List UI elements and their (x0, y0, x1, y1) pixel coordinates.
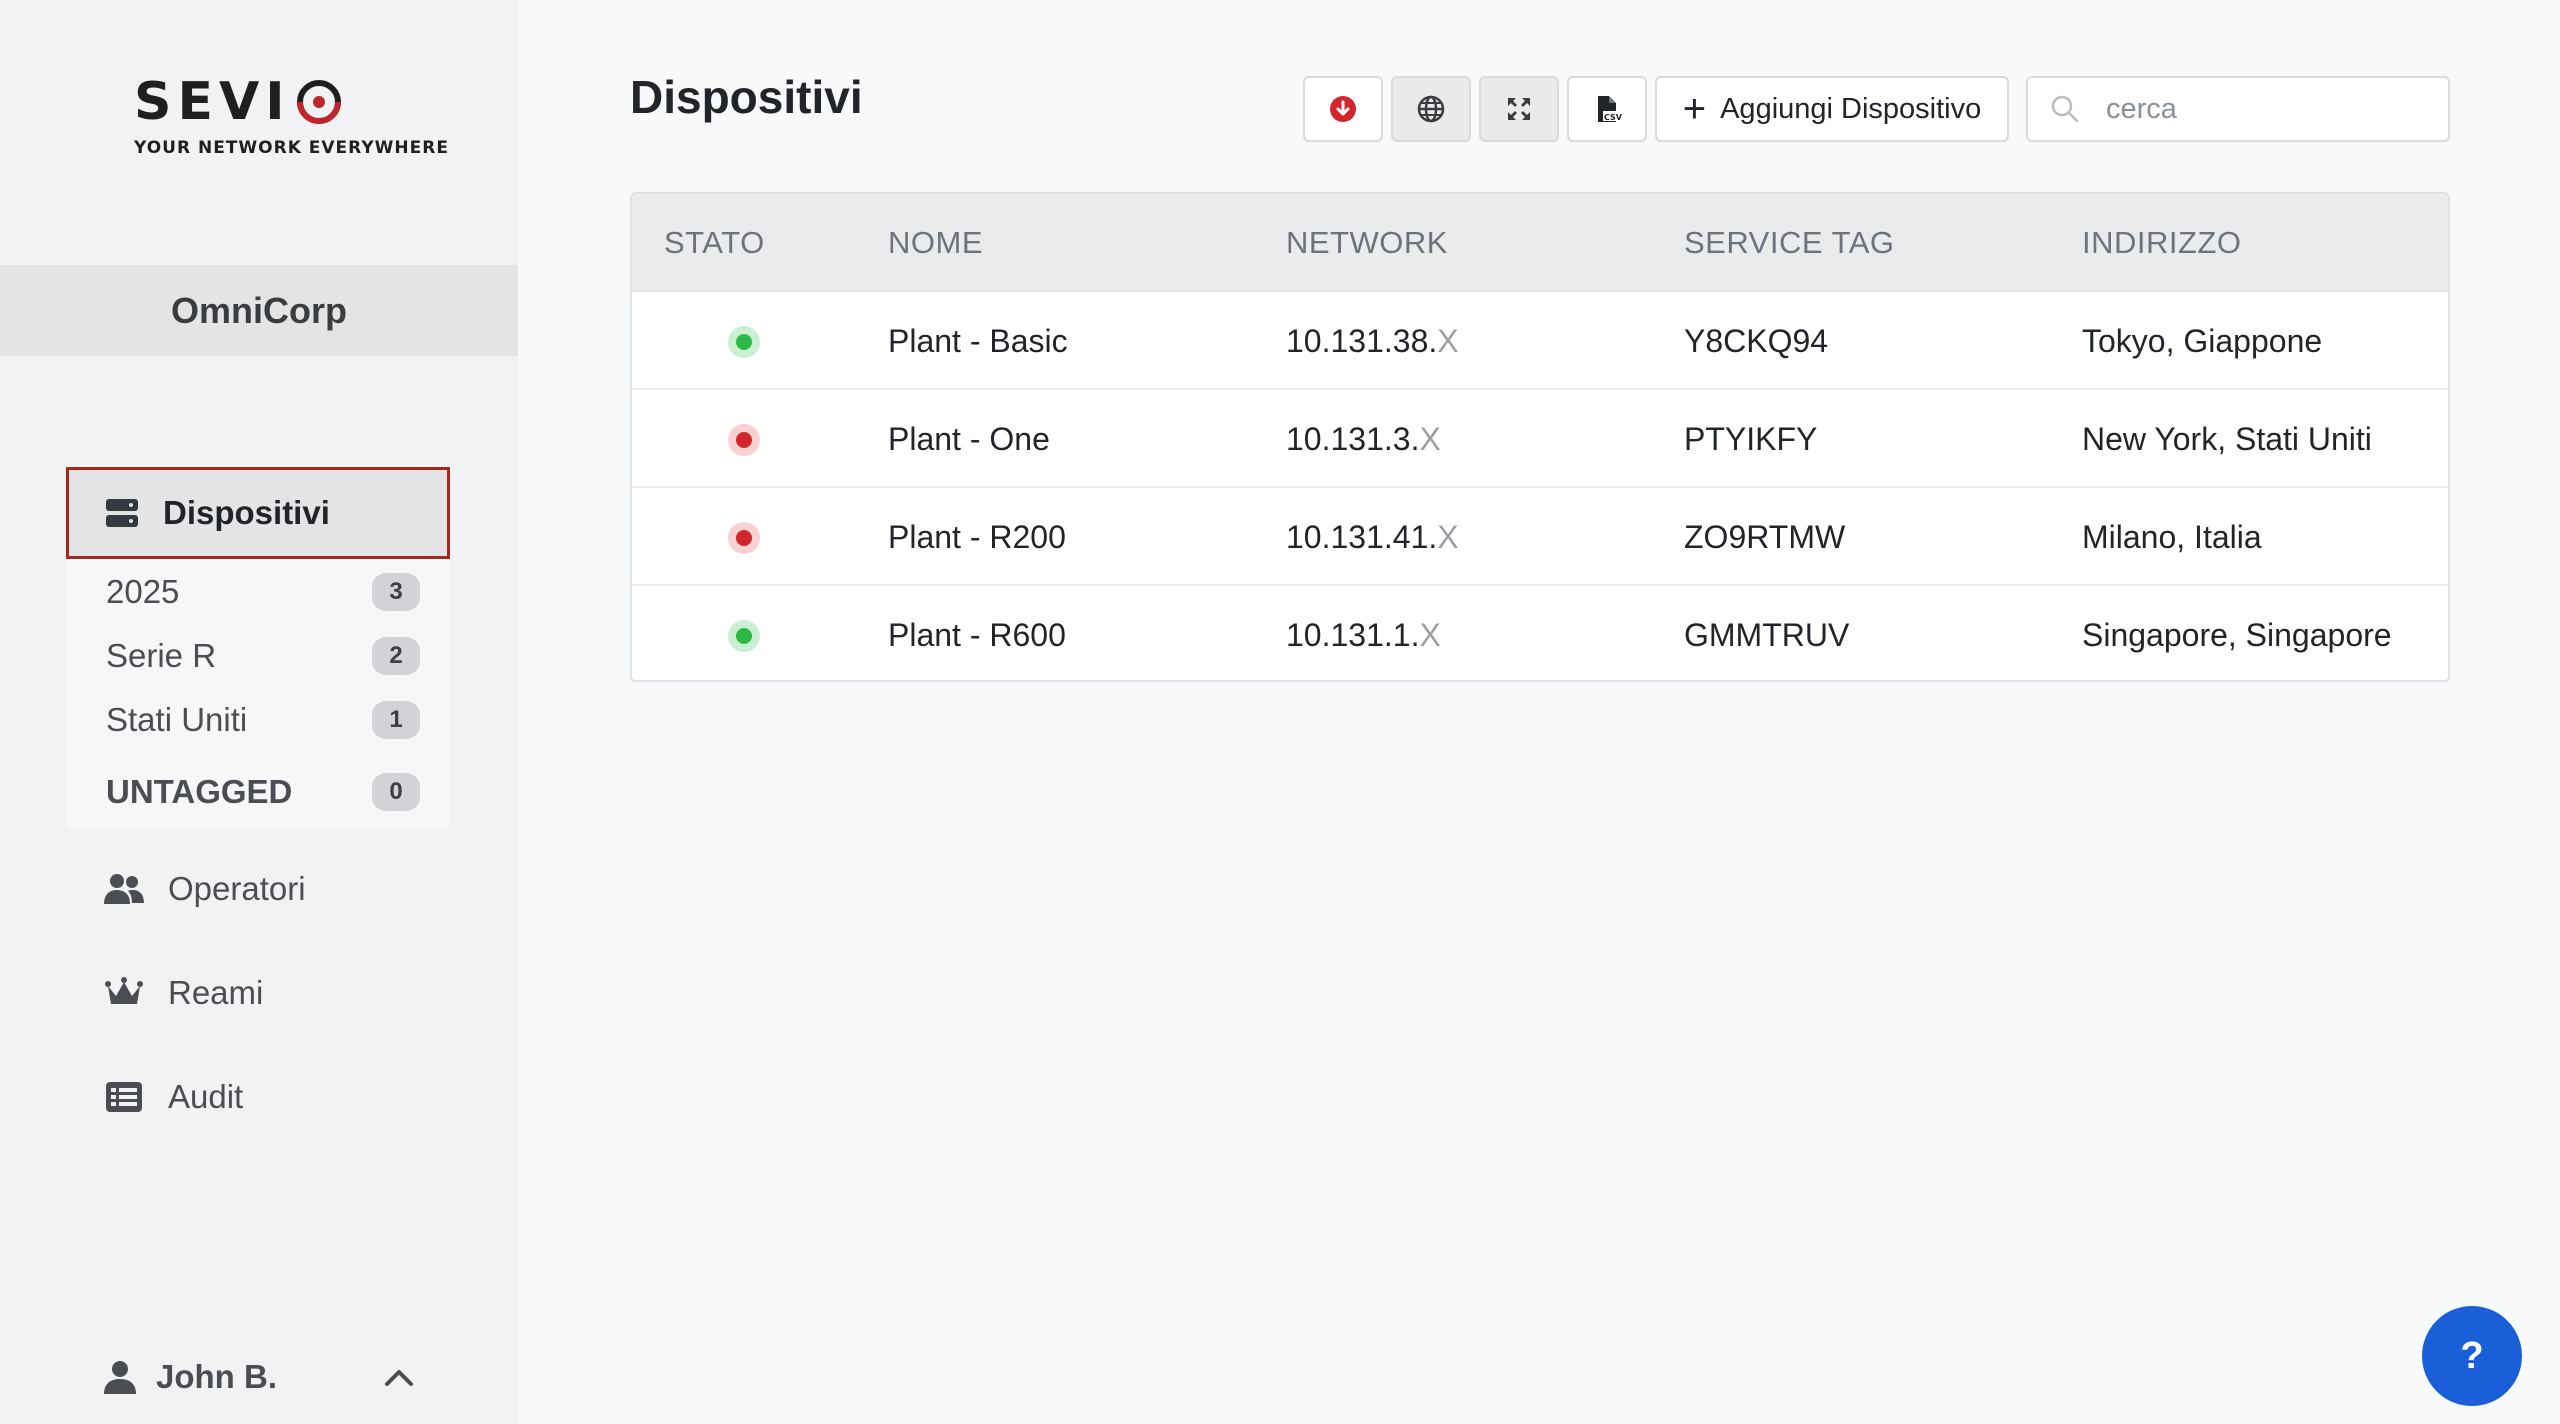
globe-view-button[interactable] (1391, 76, 1471, 142)
cell-network: 10.131.38. X (1286, 292, 1459, 390)
network-prefix: 10.131.38. (1286, 322, 1438, 359)
tag-count-badge: 1 (372, 701, 420, 739)
table-header: STATO NOME NETWORK SERVICE TAG INDIRIZZO (632, 194, 2448, 292)
table-body: Plant - Basic 10.131.38. X Y8CKQ94 Tokyo, Gi… (632, 292, 2448, 680)
cell-service-tag: Y8CKQ94 (1684, 322, 1829, 359)
network-prefix: 10.131.3. (1286, 420, 1420, 457)
tag-label: Serie R (106, 637, 217, 674)
user-name: John B. (156, 1358, 277, 1395)
tag-item-stati-uniti[interactable]: Stati Uniti 1 (106, 701, 420, 739)
column-header-network[interactable]: NETWORK (1286, 225, 1448, 260)
add-device-button[interactable]: + Aggiungi Dispositivo (1655, 76, 2009, 142)
status-dot (736, 432, 752, 448)
organization-name[interactable]: OmniCorp (0, 265, 518, 356)
download-icon (1330, 96, 1356, 122)
cell-address: Tokyo, Giappone (2082, 322, 2323, 359)
status-indicator (728, 620, 760, 652)
svg-text:CSV: CSV (1604, 113, 1622, 122)
sidebar-item-label: Dispositivi (163, 494, 330, 531)
status-indicator (728, 522, 760, 554)
tag-count-badge: 0 (372, 773, 420, 811)
table-row[interactable]: Plant - R600 10.131.1. X GMMTRUV Singapore, … (632, 586, 2448, 680)
user-menu[interactable]: John B. (104, 1358, 414, 1396)
status-dot (736, 334, 752, 350)
sidebar: SEVI YOUR NETWORK EVERYWHERE OmniCorp Di… (0, 0, 518, 1424)
tag-label: 2025 (106, 573, 180, 610)
tag-count-badge: 3 (372, 573, 420, 611)
logo-text: SEVI (134, 72, 291, 132)
cell-service-tag: ZO9RTMW (1684, 518, 1846, 555)
tag-count-badge: 2 (372, 637, 420, 675)
cell-network: 10.131.3. X (1286, 390, 1441, 488)
download-button[interactable] (1303, 76, 1383, 142)
sidebar-item-label: Operatori (168, 870, 306, 907)
users-icon (104, 874, 144, 904)
cell-network: 10.131.1. X (1286, 586, 1441, 680)
user-icon (104, 1361, 136, 1394)
add-device-label: Aggiungi Dispositivo (1720, 92, 1982, 125)
cell-address: Singapore, Singapore (2082, 616, 2392, 653)
expand-button[interactable] (1479, 76, 1559, 142)
cell-name: Plant - R600 (888, 616, 1066, 653)
status-dot (736, 530, 752, 546)
tag-item-serie-r[interactable]: Serie R 2 (106, 637, 420, 675)
export-csv-button[interactable]: CSV (1567, 76, 1647, 142)
globe-icon (1417, 95, 1445, 123)
status-indicator (728, 326, 760, 358)
logo-target-icon (296, 80, 341, 124)
network-suffix: X (1419, 420, 1441, 457)
sidebar-item-realms[interactable]: Reami (104, 974, 263, 1012)
status-dot (736, 628, 752, 644)
logo-tagline: YOUR NETWORK EVERYWHERE (134, 138, 449, 158)
network-suffix: X (1437, 518, 1459, 555)
tag-item-2025[interactable]: 2025 3 (106, 573, 420, 611)
sidebar-item-devices[interactable]: Dispositivi (66, 467, 450, 559)
tag-item-untagged[interactable]: UNTAGGED 0 (106, 773, 420, 811)
page-title: Dispositivi (630, 71, 863, 123)
tag-label: Stati Uniti (106, 701, 248, 738)
chevron-up-icon[interactable] (384, 1367, 414, 1387)
network-prefix: 10.131.1. (1286, 616, 1420, 653)
column-header-address[interactable]: INDIRIZZO (2082, 225, 2242, 260)
cell-address: Milano, Italia (2082, 518, 2262, 555)
sidebar-item-audit[interactable]: Audit (104, 1078, 243, 1116)
network-prefix: 10.131.41. (1286, 518, 1438, 555)
crown-icon (105, 977, 143, 1004)
sidebar-item-label: Audit (168, 1078, 244, 1115)
table-row[interactable]: Plant - One 10.131.3. X PTYIKFY New York, St… (632, 390, 2448, 488)
table-row[interactable]: Plant - R200 10.131.41. X ZO9RTMW Milano, It… (632, 488, 2448, 586)
cell-address: New York, Stati Uniti (2082, 420, 2372, 457)
cell-name: Plant - R200 (888, 518, 1066, 555)
search-box (2026, 76, 2450, 142)
cell-name: Plant - One (888, 420, 1050, 457)
network-suffix: X (1419, 616, 1441, 653)
search-input[interactable] (2106, 92, 2436, 126)
status-indicator (728, 424, 760, 456)
csv-file-icon: CSV (1598, 96, 1622, 122)
cell-service-tag: GMMTRUV (1684, 616, 1850, 653)
plus-icon: + (1682, 87, 1707, 131)
network-suffix: X (1437, 322, 1459, 359)
column-header-service-tag[interactable]: SERVICE TAG (1684, 225, 1895, 260)
sidebar-item-operators[interactable]: Operatori (104, 870, 306, 908)
help-button[interactable]: ? (2422, 1306, 2522, 1406)
column-header-name[interactable]: NOME (888, 225, 983, 260)
list-icon (106, 1082, 142, 1112)
cell-service-tag: PTYIKFY (1684, 420, 1818, 457)
table-row[interactable]: Plant - Basic 10.131.38. X Y8CKQ94 Tokyo, Gi… (632, 292, 2448, 390)
sidebar-item-label: Reami (168, 974, 264, 1011)
devices-table: STATO NOME NETWORK SERVICE TAG INDIRIZZO… (630, 192, 2450, 682)
tag-list: 2025 3 Serie R 2 Stati Uniti 1 UNTAGGED … (66, 559, 450, 829)
column-header-status[interactable]: STATO (664, 225, 765, 260)
cell-name: Plant - Basic (888, 322, 1068, 359)
search-icon (2051, 95, 2079, 123)
logo-wordmark: SEVI (134, 76, 384, 128)
tag-label: UNTAGGED (106, 773, 293, 810)
brand-logo[interactable]: SEVI YOUR NETWORK EVERYWHERE (134, 76, 449, 158)
expand-icon (1508, 98, 1530, 120)
server-icon (106, 499, 138, 527)
cell-network: 10.131.41. X (1286, 488, 1459, 586)
